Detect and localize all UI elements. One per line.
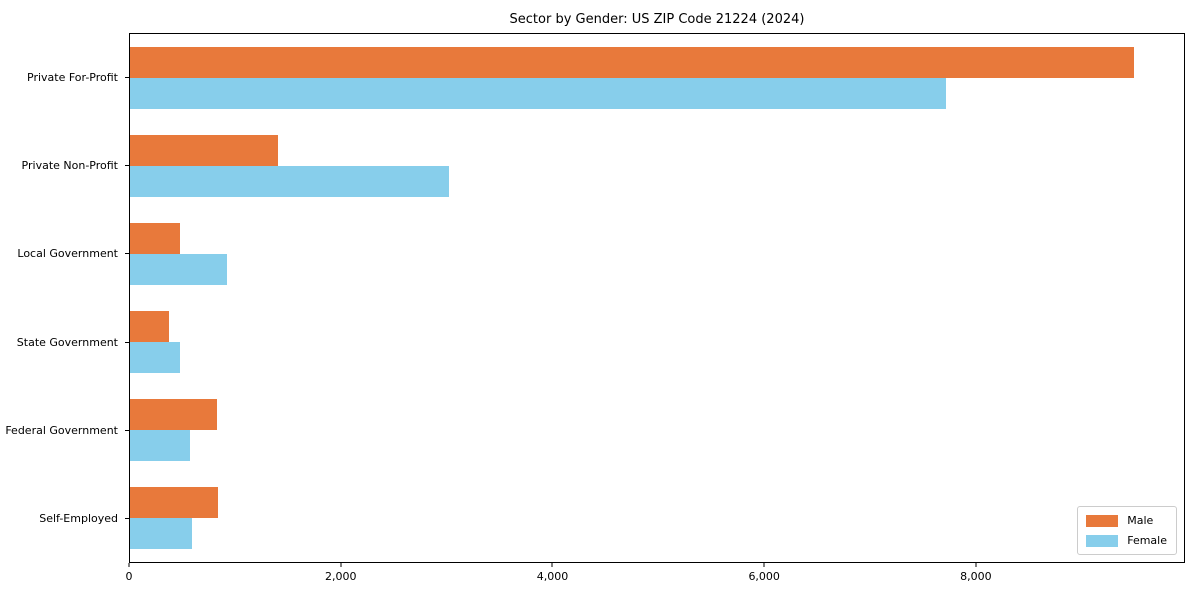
y-axis-label: Private Non-Profit [21,158,118,172]
female-color-swatch [1086,534,1119,547]
x-tick-mark [975,563,977,567]
chart-title: Sector by Gender: US ZIP Code 21224 (202… [509,12,805,27]
y-axis-label: Private For-Profit [27,70,118,84]
y-tick-mark [125,76,129,78]
category-row [130,210,1184,298]
female-bar [130,166,450,197]
female-bar [130,518,193,549]
x-tick-mark [551,563,553,567]
y-tick-mark [125,518,129,520]
male-color-swatch [1086,514,1119,527]
legend-entry-male: Male [1086,514,1167,527]
y-axis-label: State Government [16,335,118,349]
y-tick-mark [125,164,129,166]
male-bar [130,223,180,254]
y-tick-mark [125,341,129,343]
y-axis-label: Federal Government [5,423,118,437]
category-row [130,34,1184,122]
y-axis-label: Local Government [17,247,118,261]
x-tick-label: 8,000 [960,570,992,583]
male-bar [130,399,217,430]
x-tick-label: 6,000 [748,570,780,583]
x-tick-label: 4,000 [536,570,569,583]
category-row [130,122,1184,210]
legend-entry-female: Female [1086,534,1167,547]
x-tick-mark [340,563,342,567]
y-axis-row: Federal Government [0,386,129,474]
y-axis-row: Local Government [0,210,129,298]
plot-area: Male Female [129,33,1185,563]
y-tick-mark [125,253,129,255]
x-tick-label: 0 [125,570,133,583]
female-bar [130,78,946,109]
y-axis-label: Self-Employed [39,512,118,526]
y-axis-row: Private For-Profit [0,33,129,121]
y-axis-labels: Private For-Profit Private Non-Profit Loca… [0,33,129,563]
x-axis: 0 2,000 4,000 6,000 8,000 [125,563,1185,593]
x-tick-label: 2,000 [324,570,357,583]
male-bar [130,135,278,166]
x-tick-mark [763,563,765,567]
category-row [130,298,1184,386]
legend-label-male: Male [1127,514,1154,527]
legend-label-female: Female [1127,534,1167,547]
y-axis-row: Private Non-Profit [0,121,129,209]
male-bar [130,47,1134,78]
x-tick-mark [128,563,130,567]
category-row [130,474,1184,562]
plot-rows [130,34,1184,562]
female-bar [130,254,228,285]
male-bar [130,487,218,518]
y-axis-row: Self-Employed [0,475,129,563]
y-tick-mark [125,429,129,431]
legend: Male Female [1077,506,1177,555]
male-bar [130,311,170,342]
category-row [130,386,1184,474]
female-bar [130,342,180,373]
female-bar [130,430,191,461]
y-axis-row: State Government [0,298,129,386]
